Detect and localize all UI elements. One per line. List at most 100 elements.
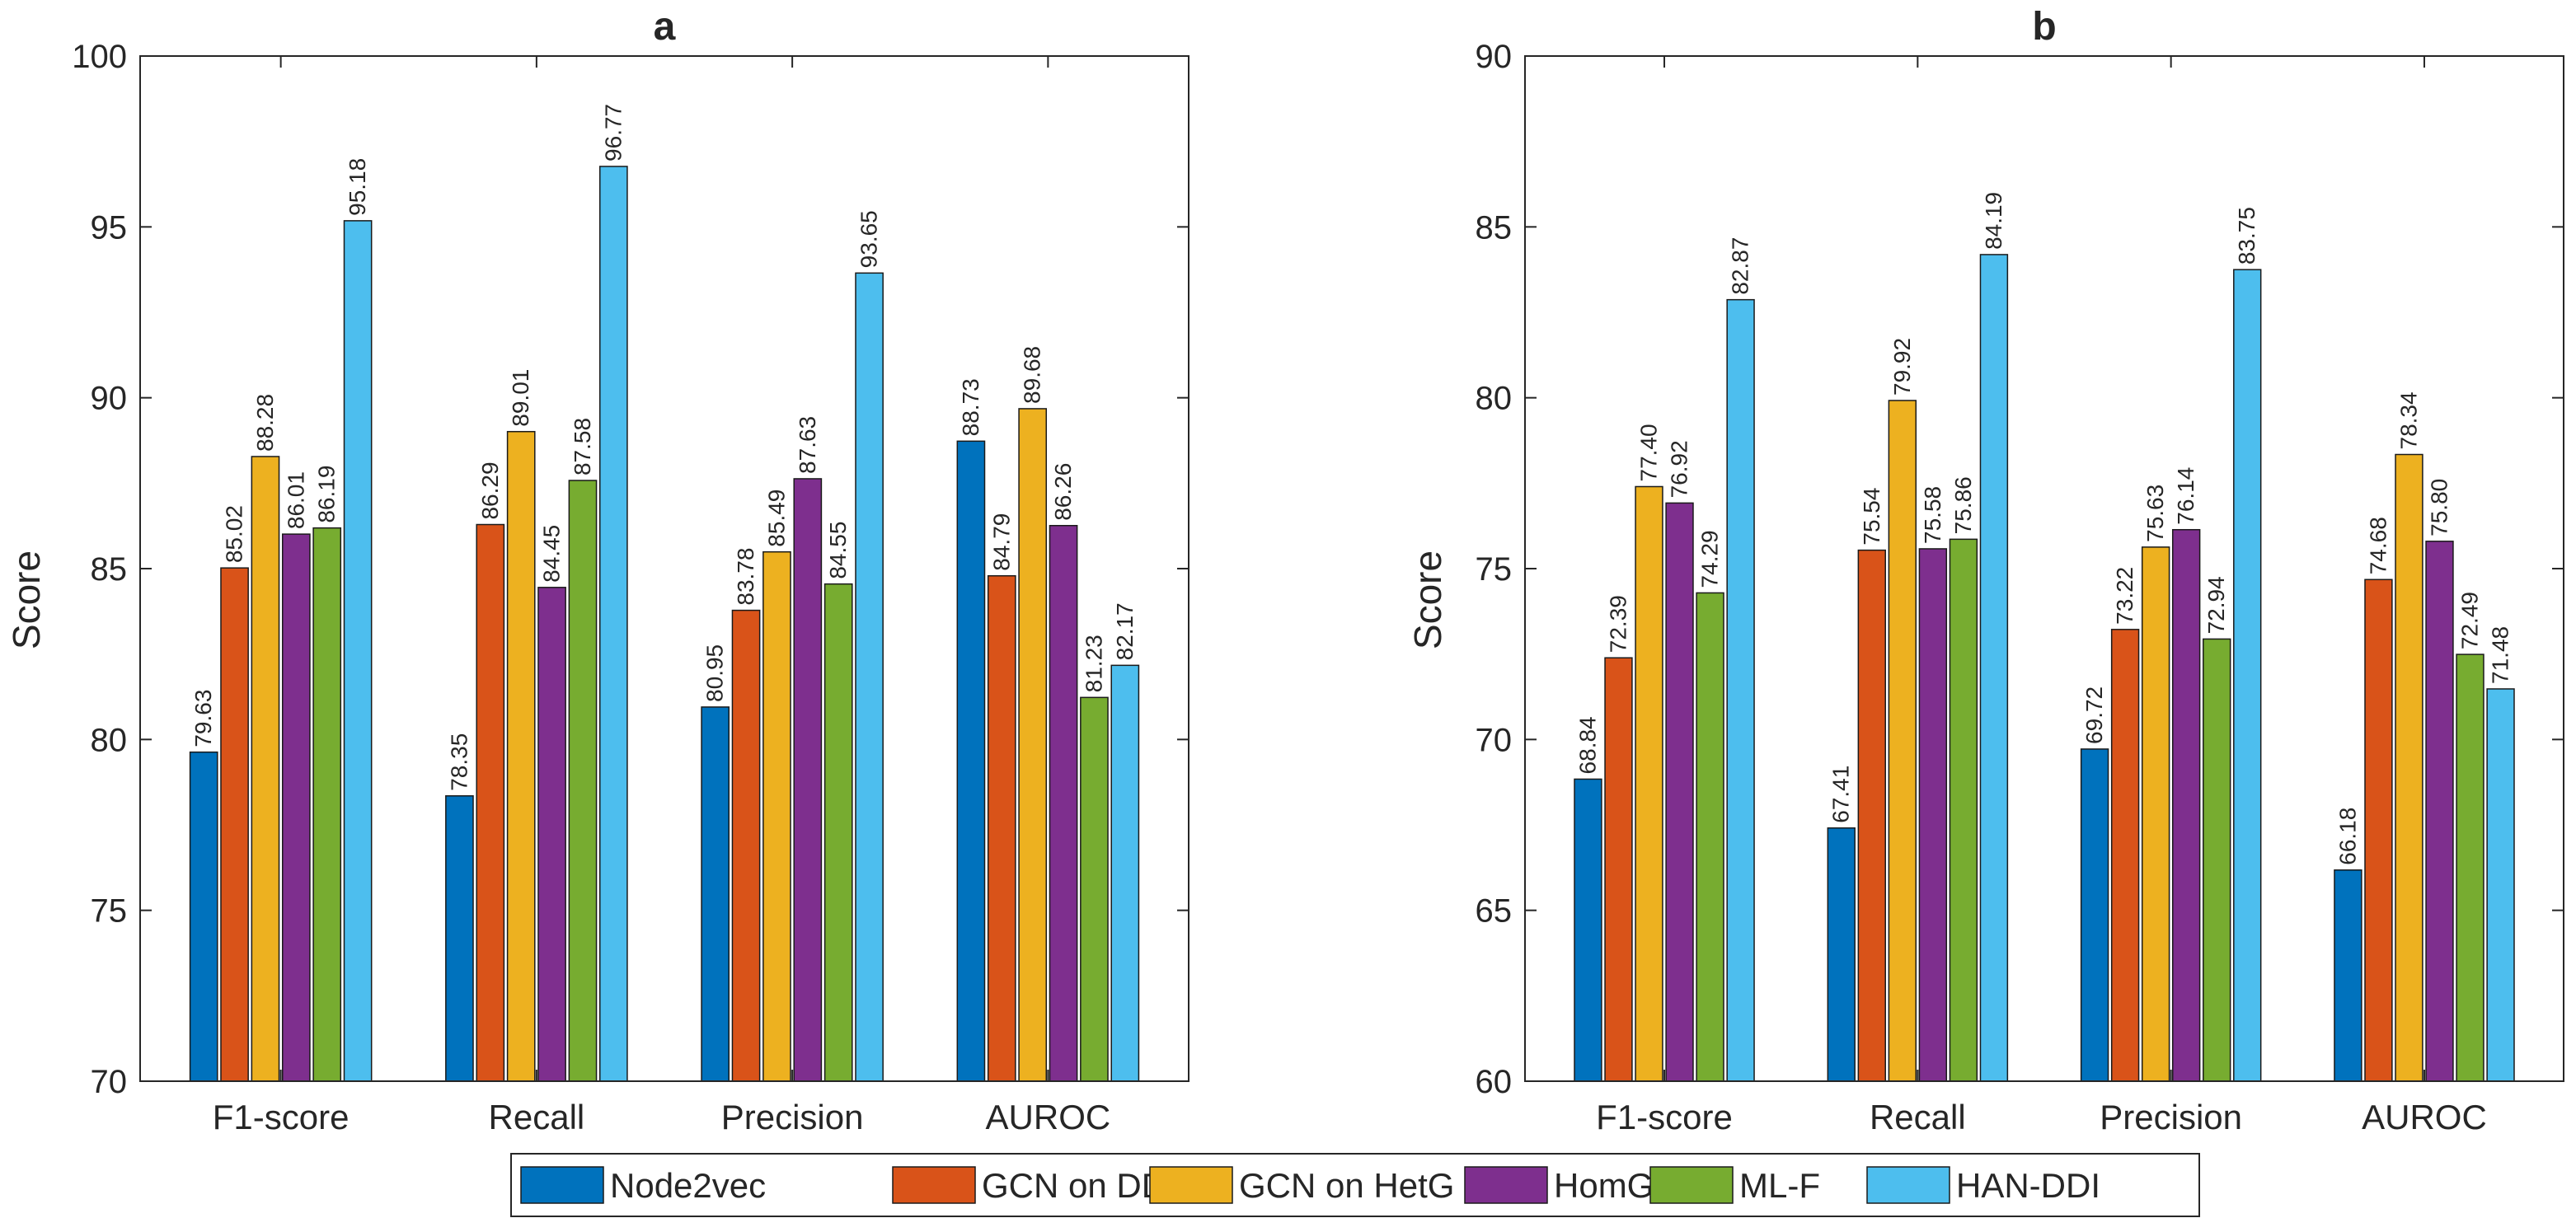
data-label: 82.17 <box>1112 602 1138 660</box>
bar-gcn-on-hetg <box>1635 485 1663 1082</box>
legend-swatch <box>1866 1166 1950 1204</box>
panel-b-data-labels: 68.84 72.39 77.40 76.92 74.29 82.87 67.41 75.54… <box>1574 192 2513 865</box>
y-tick-label: 100 <box>72 39 127 75</box>
data-label: 83.75 <box>2234 207 2259 265</box>
bar-homg <box>2425 541 2454 1082</box>
data-label: 93.65 <box>856 210 882 268</box>
bar-gcn-on-hetg <box>762 550 791 1082</box>
panel-a-y-ticks: 70 75 80 85 90 95 100 <box>72 39 1189 1100</box>
panel-b-bars <box>1574 254 2515 1082</box>
bar-ml-f <box>1949 538 1978 1082</box>
data-label: 89.68 <box>1020 346 1045 404</box>
bar-gcn-on-hetg <box>2395 453 2424 1082</box>
x-tick-label: AUROC <box>2362 1098 2487 1136</box>
data-label: 84.79 <box>988 513 1014 571</box>
x-tick-label: F1-score <box>1596 1098 1733 1136</box>
panel-b-y-ticks: 60 65 70 75 80 85 90 <box>1476 39 2564 1100</box>
data-label: 85.02 <box>222 505 247 563</box>
x-tick-label: Precision <box>721 1098 864 1136</box>
bar-node2vec <box>956 440 986 1082</box>
data-label: 69.72 <box>2081 686 2107 744</box>
bar-ml-f <box>823 583 853 1082</box>
x-tick-label: Recall <box>1870 1098 1966 1136</box>
data-label: 67.41 <box>1828 766 1854 823</box>
panel-b-y-axis-label: Score <box>1406 550 1449 649</box>
legend-label: HomG <box>1554 1166 1654 1205</box>
data-label: 68.84 <box>1574 716 1600 774</box>
data-label: 80.95 <box>702 644 728 702</box>
panel-a-y-axis-label: Score <box>5 550 48 649</box>
legend-swatch <box>892 1166 976 1204</box>
data-label: 85.49 <box>763 490 789 547</box>
data-label: 75.54 <box>1859 488 1884 546</box>
x-tick-label: Precision <box>2100 1098 2242 1136</box>
legend-swatch <box>1149 1166 1233 1204</box>
x-tick-label: F1-score <box>213 1098 350 1136</box>
data-label: 81.23 <box>1081 635 1106 692</box>
legend-swatch <box>1649 1166 1734 1204</box>
bar-han-ddi <box>1726 298 1755 1082</box>
bar-node2vec <box>2080 748 2109 1082</box>
bar-homg <box>281 533 311 1082</box>
y-tick-label: 70 <box>91 1064 128 1100</box>
y-tick-label: 90 <box>1476 39 1513 75</box>
bar-gcn-on-hetg <box>506 430 536 1082</box>
data-label: 87.63 <box>795 416 820 474</box>
bar-homg <box>1049 525 1078 1082</box>
legend-label: GCN on DDI <box>982 1166 1176 1205</box>
y-tick-label: 80 <box>1476 381 1513 417</box>
y-tick-label: 75 <box>1476 551 1513 588</box>
data-label: 74.68 <box>2365 517 2391 574</box>
bar-han-ddi <box>1110 664 1140 1082</box>
panel-a-axes-box <box>139 55 1189 1082</box>
bar-han-ddi <box>855 272 884 1082</box>
data-label: 79.92 <box>1889 338 1915 396</box>
bar-homg <box>793 478 823 1082</box>
y-tick-label: 95 <box>91 209 128 246</box>
bar-ml-f <box>2456 654 2485 1082</box>
y-tick-label: 65 <box>1476 893 1513 930</box>
bar-han-ddi <box>1979 254 2009 1082</box>
bar-ml-f <box>568 480 598 1082</box>
data-label: 74.29 <box>1697 530 1723 588</box>
y-tick-label: 90 <box>91 381 128 417</box>
bar-han-ddi <box>343 220 373 1082</box>
bar-gcn-on-ddi <box>1857 549 1886 1082</box>
data-label: 75.63 <box>2142 485 2168 542</box>
bar-han-ddi <box>598 166 628 1082</box>
data-label: 76.92 <box>1667 440 1692 498</box>
panel-b-title: b <box>2032 5 2056 49</box>
x-tick-label: Recall <box>489 1098 585 1136</box>
bar-gcn-on-hetg <box>1888 400 1917 1082</box>
data-label: 77.40 <box>1636 424 1662 481</box>
data-label: 71.48 <box>2488 626 2513 684</box>
data-label: 86.01 <box>283 471 308 529</box>
bar-gcn-on-ddi <box>476 523 505 1082</box>
bar-homg <box>1665 502 1694 1082</box>
data-label: 89.01 <box>508 369 533 427</box>
legend-label: ML-F <box>1739 1166 1820 1205</box>
legend-label: HAN-DDI <box>1956 1166 2100 1205</box>
y-tick-label: 75 <box>91 893 128 930</box>
panel-a-bars <box>189 166 1140 1082</box>
data-label: 72.49 <box>2457 592 2483 649</box>
data-label: 88.28 <box>252 394 278 452</box>
bar-gcn-on-ddi <box>220 567 249 1082</box>
y-tick-label: 70 <box>1476 722 1513 758</box>
data-label: 66.18 <box>2334 808 2360 865</box>
data-label: 84.55 <box>825 522 851 579</box>
data-label: 84.19 <box>1981 192 2006 250</box>
bar-node2vec <box>1574 778 1602 1082</box>
bar-node2vec <box>1827 827 1856 1082</box>
data-label: 96.77 <box>600 104 626 162</box>
bar-homg <box>2171 528 2201 1082</box>
bar-homg <box>537 587 566 1082</box>
data-label: 78.34 <box>2395 391 2421 449</box>
data-label: 72.39 <box>1605 595 1631 653</box>
data-label: 86.26 <box>1050 463 1076 521</box>
data-label: 95.18 <box>345 158 370 216</box>
panel-b-axes-box <box>1524 55 2564 1082</box>
panel-b-x-ticks: F1-score Recall Precision AUROC <box>1596 56 2487 1136</box>
data-label: 75.86 <box>1950 476 1976 534</box>
